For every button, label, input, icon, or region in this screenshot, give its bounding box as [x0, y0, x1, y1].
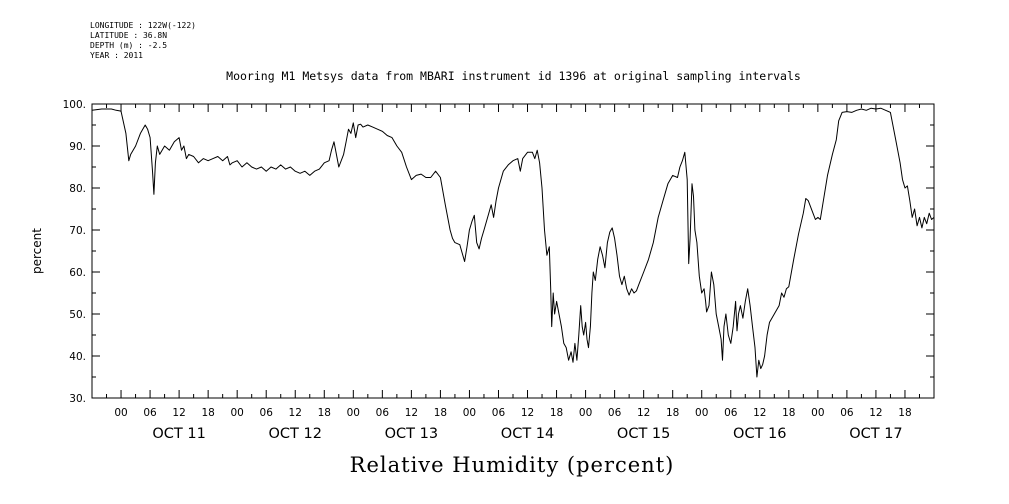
x-tick-label: 12: [172, 407, 185, 419]
x-day-label: OCT 11: [152, 426, 205, 442]
x-tick-label: 18: [782, 407, 795, 419]
x-tick-label: 06: [260, 407, 274, 419]
y-tick-label: 100.: [63, 99, 86, 111]
year-label: YEAR : 2011: [90, 51, 143, 60]
y-tick-label: 80.: [69, 183, 86, 195]
y-tick-label: 30.: [69, 393, 86, 405]
x-day-label: OCT 14: [501, 426, 554, 442]
x-tick-label: 00: [579, 407, 592, 419]
x-day-label: OCT 12: [269, 426, 322, 442]
x-tick-label: 12: [869, 407, 882, 419]
x-day-label: OCT 13: [385, 426, 438, 442]
longitude-label: LONGITUDE : 122W(-122): [90, 21, 196, 30]
x-day-label: OCT 16: [733, 426, 786, 442]
y-tick-label: 50.: [69, 309, 86, 321]
x-tick-label: 12: [521, 407, 534, 419]
y-axis-label: percent: [30, 228, 44, 274]
x-tick-label: 12: [405, 407, 418, 419]
metadata-block: LONGITUDE : 122W(-122) LATITUDE : 36.8N …: [90, 21, 196, 61]
x-tick-label: 06: [608, 407, 622, 419]
x-tick-label: 00: [114, 407, 127, 419]
x-tick-label: 06: [724, 407, 738, 419]
x-tick-label: 18: [550, 407, 563, 419]
x-tick-label: 06: [492, 407, 506, 419]
x-tick-label: 12: [753, 407, 766, 419]
y-tick-label: 60.: [69, 267, 86, 279]
x-tick-label: 18: [666, 407, 679, 419]
x-tick-label: 06: [143, 407, 157, 419]
y-tick-label: 40.: [69, 351, 86, 363]
x-tick-label: 00: [347, 407, 360, 419]
x-tick-label: 06: [376, 407, 390, 419]
variable-title: Relative Humidity (percent): [349, 453, 675, 477]
latitude-label: LATITUDE : 36.8N: [90, 31, 168, 40]
x-tick-label: 18: [898, 407, 911, 419]
depth-label: DEPTH (m) : -2.5: [90, 41, 168, 50]
x-tick-label: 00: [811, 407, 824, 419]
x-day-label: OCT 15: [617, 426, 670, 442]
y-tick-label: 70.: [69, 225, 86, 237]
x-tick-label: 18: [201, 407, 214, 419]
x-tick-label: 12: [289, 407, 302, 419]
x-tick-label: 06: [840, 407, 854, 419]
x-tick-label: 12: [637, 407, 650, 419]
series-line-0: [91, 107, 935, 378]
x-tick-label: 00: [230, 407, 243, 419]
y-tick-label: 90.: [69, 141, 86, 153]
x-tick-label: 00: [695, 407, 708, 419]
x-day-label: OCT 17: [849, 426, 902, 442]
x-tick-label: 18: [434, 407, 447, 419]
plot-frame: [91, 103, 935, 399]
x-tick-label: 00: [463, 407, 476, 419]
x-tick-label: 18: [318, 407, 331, 419]
chart-title: Mooring M1 Metsys data from MBARI instru…: [226, 69, 801, 83]
